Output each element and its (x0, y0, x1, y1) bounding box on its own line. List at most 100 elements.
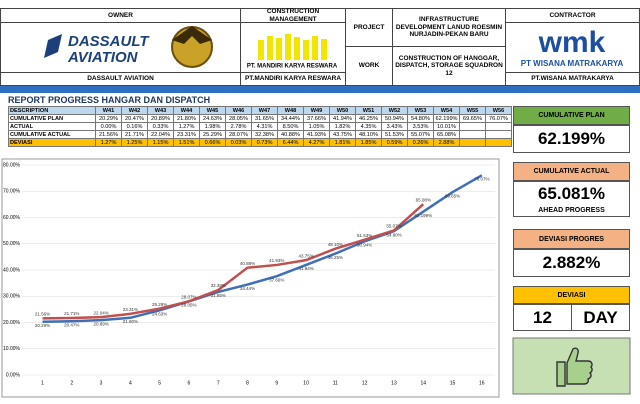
cm-name: PT.MANDIRI KARYA RESWARA (240, 72, 346, 86)
y-tick-label: 10.00% (3, 346, 21, 352)
days-unit: DAY (571, 304, 630, 331)
project: INFRASTRUCTURE DEVELOPMENT LANUD ROESMIN… (392, 8, 506, 47)
y-tick-label: 80.00% (3, 162, 21, 168)
x-tick-label: 7 (217, 380, 220, 386)
owner-logo-text: AVIATION (67, 49, 139, 66)
table-cell (459, 122, 486, 131)
table-cell: 37.66% (303, 114, 330, 123)
table-cell: 1.85% (355, 138, 382, 147)
table-cell: 23.31% (173, 130, 200, 139)
owner-logo-text: DASSAULT (68, 33, 150, 50)
x-tick-label: 3 (100, 380, 103, 386)
table-cell (485, 122, 512, 131)
table-cell: 3.53% (407, 122, 434, 131)
table-cell: 34.44% (277, 114, 304, 123)
data-label: 31.65% (211, 293, 226, 298)
data-label: 24.63% (152, 312, 167, 317)
y-tick-label: 70.00% (3, 189, 21, 195)
days-value: 12 (513, 304, 572, 331)
data-label: 22.04% (93, 310, 108, 315)
cm-logo-bar (294, 37, 300, 60)
data-label: 34.44% (240, 286, 255, 291)
table-cell: 0.59% (381, 138, 408, 147)
table-cell (459, 130, 486, 139)
y-tick-label: 50.00% (3, 241, 21, 247)
table-cell: 1.25% (121, 138, 148, 147)
table-cell: 4.27% (303, 138, 330, 147)
x-tick-label: 11 (333, 380, 338, 386)
progress-table: DESCRIPTION W41 W42 W43 W44 W45 W46 W47 W48 W49 W5… (8, 106, 512, 147)
column-header: W47 (251, 106, 278, 115)
x-tick-label: 9 (275, 380, 278, 386)
table-cell: 0.66% (199, 138, 226, 147)
data-label: 40.88% (240, 261, 255, 266)
deviation-label: DEVIASI PROGRES (513, 229, 630, 249)
line-series (42, 203, 425, 320)
table-cell: 1.82% (329, 122, 356, 131)
column-header: W46 (225, 106, 252, 115)
table-cell: 28.05% (225, 114, 252, 123)
data-label: 76.07% (474, 177, 489, 182)
days-label: DEVIASI (513, 286, 630, 304)
table-cell: 55.07% (407, 130, 434, 139)
column-header: W49 (303, 106, 330, 115)
actual-value: 65.081% (513, 181, 630, 206)
column-header: W56 (485, 106, 512, 115)
table-cell: 20.89% (147, 114, 174, 123)
table-cell: 43.75% (329, 130, 356, 139)
table-cell: 21.71% (121, 130, 148, 139)
actual-label: CUMULATIVE ACTUAL (513, 162, 630, 181)
x-tick-label: 13 (391, 380, 397, 386)
contractor-logo: wmk (538, 26, 606, 59)
data-label: 28.05% (181, 303, 196, 308)
x-tick-label: 15 (450, 380, 456, 386)
table-cell: 20.47% (121, 114, 148, 123)
table-cell: 28.07% (225, 130, 252, 139)
data-label: 62.199% (414, 213, 432, 218)
column-header: W48 (277, 106, 304, 115)
table-cell: 32.38% (251, 130, 278, 139)
row-label: ACTUAL (8, 122, 96, 131)
column-header: W52 (381, 106, 408, 115)
owner-name: DASSAULT AVIATION (0, 72, 241, 86)
column-header: W53 (407, 106, 434, 115)
table-cell: 6.44% (277, 138, 304, 147)
owner-label: OWNER (0, 8, 241, 23)
table-cell: 50.94% (381, 114, 408, 123)
work-label: WORK (345, 46, 393, 86)
table-cell: 41.94% (329, 114, 356, 123)
x-tick-label: 6 (188, 380, 191, 386)
data-label: 21.56% (35, 312, 50, 317)
table-row: DEVIASI 1.27% 1.25% 1.15% 1.51% 0.66% 0.03% 0.7… (8, 138, 512, 147)
table-cell (485, 130, 512, 139)
data-label: 20.47% (64, 322, 79, 327)
row-label: CUMULATIVE PLAN (8, 114, 96, 123)
table-cell: 4.35% (355, 122, 382, 131)
x-tick-label: 16 (479, 380, 485, 386)
table-cell: 22.04% (147, 130, 174, 139)
table-cell: 69.65% (459, 114, 486, 123)
emblem-wings (172, 26, 212, 44)
data-label: 21.71% (64, 311, 79, 316)
contractor-label: CONTRACTOR (505, 8, 640, 23)
data-label: 46.25% (328, 255, 343, 260)
data-label: 20.29% (35, 323, 50, 328)
row-label: DEVIASI (8, 138, 96, 147)
x-tick-label: 12 (362, 380, 368, 386)
data-label: 55.07% (386, 224, 401, 229)
table-cell: 54.80% (407, 114, 434, 123)
table-cell: 0.73% (251, 138, 278, 147)
column-header: W41 (95, 106, 122, 115)
y-tick-label: 40.00% (3, 267, 21, 273)
x-tick-label: 4 (129, 380, 132, 386)
data-label: 23.31% (123, 307, 138, 312)
column-header: DESCRIPTION (8, 106, 96, 115)
table-cell: 1.27% (95, 138, 122, 147)
x-tick-label: 14 (420, 380, 426, 386)
table-cell: 1.51% (173, 138, 200, 147)
table-cell: 0.16% (121, 122, 148, 131)
cm-logo-cell (240, 22, 346, 73)
data-label: 32.38% (211, 283, 226, 288)
